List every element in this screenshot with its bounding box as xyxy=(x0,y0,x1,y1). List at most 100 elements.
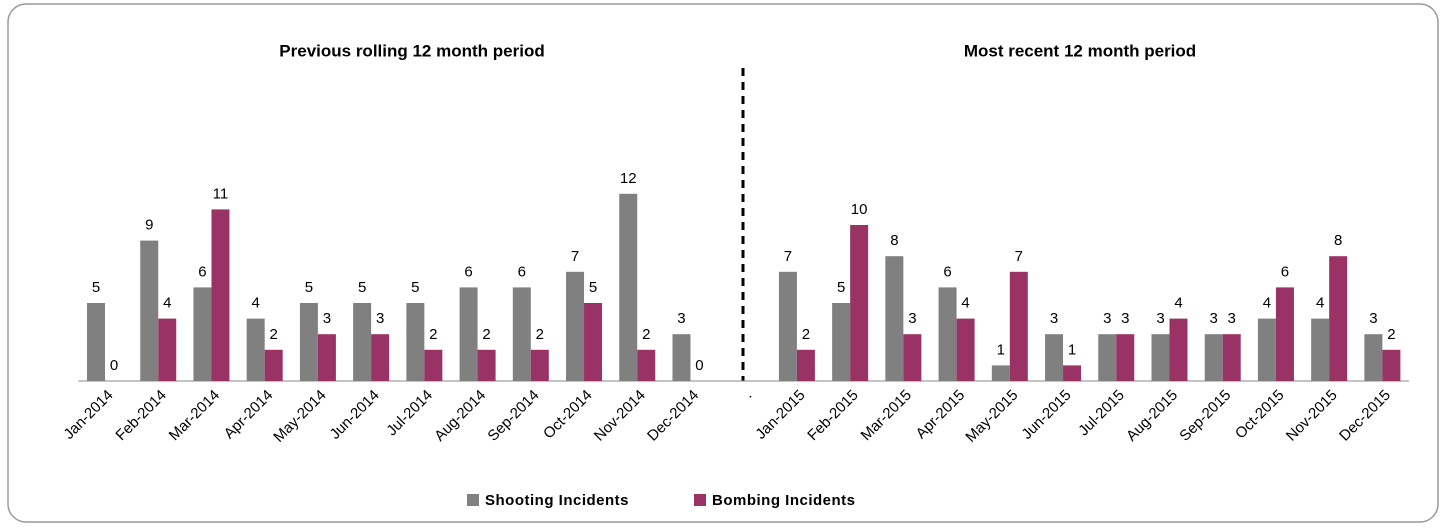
data-label: 2 xyxy=(536,326,544,343)
data-label: 5 xyxy=(411,279,419,296)
bar xyxy=(371,334,390,381)
data-label: 3 xyxy=(1210,310,1218,327)
data-label: 6 xyxy=(1281,263,1289,280)
legend-label: Bombing Incidents xyxy=(712,492,856,509)
bar xyxy=(1063,365,1082,381)
annotation: Previous rolling 12 month period xyxy=(279,41,544,60)
bar xyxy=(87,303,106,381)
bar xyxy=(158,318,177,381)
bar xyxy=(299,303,318,381)
data-label: 12 xyxy=(620,170,637,187)
data-label: 5 xyxy=(589,279,597,296)
data-label: 11 xyxy=(213,185,229,202)
data-label: 6 xyxy=(198,263,206,280)
bar xyxy=(903,334,922,381)
data-label: 3 xyxy=(1121,310,1129,327)
bar xyxy=(1098,334,1117,381)
data-label: 2 xyxy=(270,326,278,343)
data-label: 6 xyxy=(943,263,951,280)
bar xyxy=(1169,318,1188,381)
data-label: 4 xyxy=(1174,295,1182,312)
bar xyxy=(1151,334,1170,381)
data-label: 4 xyxy=(1263,295,1271,312)
bar xyxy=(477,349,496,381)
bar xyxy=(637,349,656,381)
bar xyxy=(956,318,975,381)
bar xyxy=(317,334,336,381)
bar xyxy=(1204,334,1223,381)
legend-swatch xyxy=(467,494,479,506)
bar xyxy=(512,287,531,381)
data-label: 4 xyxy=(163,295,171,312)
legend-swatch xyxy=(694,494,706,506)
data-label: 2 xyxy=(802,326,810,343)
bar xyxy=(459,287,478,381)
data-label: 3 xyxy=(1103,310,1111,327)
bar xyxy=(778,271,797,381)
data-label: 6 xyxy=(518,263,526,280)
data-label: 7 xyxy=(1015,248,1023,265)
bar xyxy=(1311,318,1330,381)
data-label: 3 xyxy=(908,310,916,327)
data-label: 1 xyxy=(997,341,1005,358)
bar xyxy=(991,365,1010,381)
bar xyxy=(672,334,691,381)
bar xyxy=(832,303,851,381)
data-label: 0 xyxy=(110,357,118,374)
bar xyxy=(938,287,957,381)
data-label: 3 xyxy=(1369,310,1377,327)
bar xyxy=(1257,318,1276,381)
bar xyxy=(1009,271,1028,381)
data-label: 3 xyxy=(1228,310,1236,327)
data-label: 3 xyxy=(677,310,685,327)
data-label: 8 xyxy=(1334,232,1342,249)
bar xyxy=(353,303,372,381)
data-label: 1 xyxy=(1068,341,1076,358)
data-label: 3 xyxy=(376,310,384,327)
data-label: 2 xyxy=(482,326,490,343)
data-label: 7 xyxy=(784,248,792,265)
data-label: 0 xyxy=(695,357,703,374)
panel xyxy=(7,3,1439,523)
bar xyxy=(211,209,230,381)
bar xyxy=(530,349,549,381)
data-label: 9 xyxy=(145,217,153,234)
bar xyxy=(584,303,603,381)
bar xyxy=(1045,334,1064,381)
legend-label: Shooting Incidents xyxy=(485,492,629,509)
data-label: 3 xyxy=(1050,310,1058,327)
data-label: 2 xyxy=(642,326,650,343)
data-label: 4 xyxy=(252,295,260,312)
bar xyxy=(406,303,425,381)
bar xyxy=(140,240,159,381)
data-label: 10 xyxy=(851,201,868,218)
data-label: 7 xyxy=(571,248,579,265)
data-label: 6 xyxy=(464,263,472,280)
bar xyxy=(1329,256,1348,381)
bar xyxy=(796,349,815,381)
bar xyxy=(193,287,212,381)
bar xyxy=(246,318,265,381)
data-label: 2 xyxy=(1387,326,1395,343)
data-label: 2 xyxy=(429,326,437,343)
data-label: 8 xyxy=(890,232,898,249)
bar xyxy=(1116,334,1135,381)
data-label: 4 xyxy=(961,295,969,312)
bar xyxy=(619,193,638,381)
data-label: 5 xyxy=(92,279,100,296)
bar xyxy=(1275,287,1294,381)
data-label: 3 xyxy=(323,310,331,327)
bar xyxy=(566,271,585,381)
data-label: 5 xyxy=(305,279,313,296)
data-label: 3 xyxy=(1156,310,1164,327)
bar xyxy=(1222,334,1241,381)
bar xyxy=(850,225,869,381)
data-label: 4 xyxy=(1316,295,1324,312)
bar xyxy=(1382,349,1401,381)
bar xyxy=(885,256,904,381)
bar xyxy=(424,349,443,381)
bar xyxy=(264,349,283,381)
bar xyxy=(1364,334,1383,381)
annotation: Most recent 12 month period xyxy=(964,41,1196,60)
